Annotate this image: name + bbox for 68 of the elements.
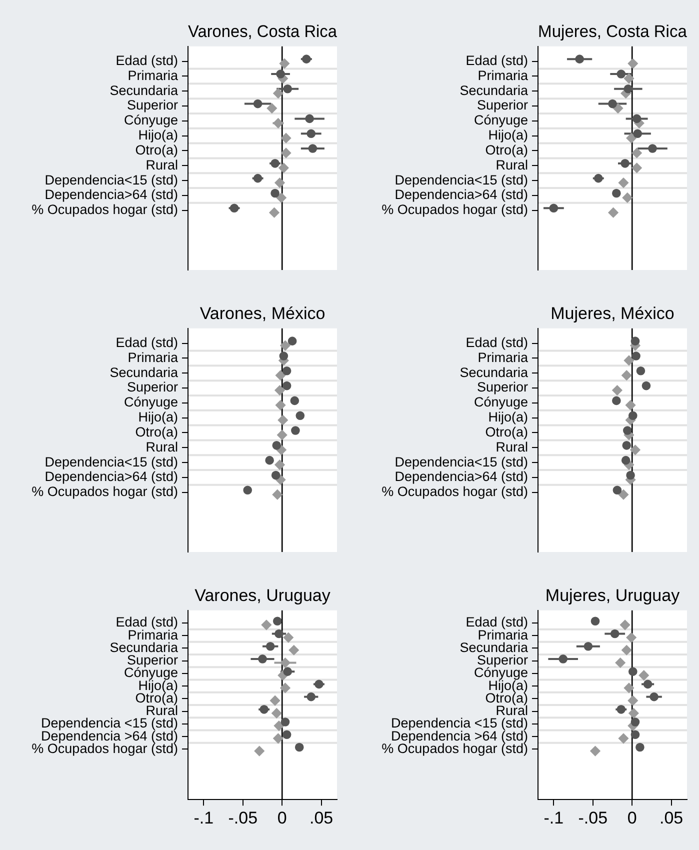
y-tick-label: Secundaria <box>460 364 528 380</box>
y-tick-label: Superior <box>476 652 528 668</box>
y-tick-label: Secundaria <box>110 640 178 655</box>
y-tick-label: Edad (std) <box>466 335 528 350</box>
y-tick-label: Cónyuge <box>124 394 178 410</box>
y-tick-label: Superior <box>126 652 178 668</box>
y-tick-label: Otro(a) <box>485 424 528 440</box>
x-tick-label: -.1 <box>194 808 214 828</box>
y-tick-label: Rural <box>146 157 178 172</box>
y-tick-label: Cónyuge <box>474 665 528 680</box>
y-tick-label: Dependencia <15 (std) <box>391 716 528 731</box>
x-tick-label: 0 <box>277 808 287 828</box>
y-tick-label: Hijo(a) <box>488 410 528 425</box>
y-tick-label: Superior <box>126 380 178 395</box>
y-tick-label: Dependencia <15 (std) <box>41 716 178 731</box>
y-tick-label: Cónyuge <box>474 112 528 128</box>
y-tick-label: Otro(a) <box>135 142 178 158</box>
y-tick-label: Dependencia>64 (std) <box>394 187 528 202</box>
y-tick-label: Secundaria <box>460 82 528 98</box>
y-tick-label: Edad (std) <box>116 614 178 630</box>
y-tick-label: Superior <box>126 98 178 113</box>
y-tick-label: Cónyuge <box>474 394 528 410</box>
x-tick-label: -.1 <box>544 808 564 828</box>
y-tick-label: % Ocupados hogar (std) <box>32 484 178 500</box>
y-tick-label: Otro(a) <box>485 142 528 158</box>
y-tick-label: Rural <box>496 439 528 454</box>
y-tick-label: Dependencia>64 (std) <box>394 469 528 484</box>
y-tick-label: Primaria <box>478 68 528 83</box>
y-tick-label: Dependencia<15 (std) <box>44 172 178 188</box>
chart-title: Varones, Uruguay <box>194 586 331 605</box>
chart-title: Varones, Costa Rica <box>188 22 338 41</box>
chart-title: Mujeres, Costa Rica <box>538 22 688 41</box>
x-tick-label: .05 <box>309 808 334 828</box>
chart-title: Mujeres, Uruguay <box>545 586 680 605</box>
chart-title: Mujeres, México <box>550 304 674 323</box>
y-tick-label: Hijo(a) <box>138 410 178 425</box>
y-tick-label: % Ocupados hogar (std) <box>382 484 528 500</box>
y-tick-label: Superior <box>476 380 528 395</box>
y-tick-label: % Ocupados hogar (std) <box>32 202 178 218</box>
x-tick-label: -.05 <box>228 808 258 828</box>
y-tick-label: Secundaria <box>110 364 178 380</box>
x-tick-label: 0 <box>627 808 637 828</box>
y-tick-label: Dependencia<15 (std) <box>44 454 178 470</box>
y-tick-label: Dependencia<15 (std) <box>394 172 528 188</box>
y-tick-label: Dependencia>64 (std) <box>44 469 178 484</box>
y-tick-label: % Ocupados hogar (std) <box>382 202 528 218</box>
y-tick-label: Cónyuge <box>124 112 178 128</box>
y-tick-label: Hijo(a) <box>138 128 178 143</box>
y-tick-label: Dependencia>64 (std) <box>44 187 178 202</box>
x-tick-label: .05 <box>659 808 684 828</box>
y-tick-label: Hijo(a) <box>488 128 528 143</box>
y-tick-label: Primaria <box>478 350 528 365</box>
y-tick-label: Superior <box>476 98 528 113</box>
y-tick-label: Cónyuge <box>124 665 178 680</box>
y-tick-label: Edad (std) <box>116 53 178 68</box>
x-tick-label: -.05 <box>578 808 608 828</box>
chart-title: Varones, México <box>200 304 326 323</box>
y-tick-label: Primaria <box>128 350 178 365</box>
y-tick-label: Primaria <box>128 68 178 83</box>
y-tick-label: Edad (std) <box>116 335 178 350</box>
y-tick-label: Dependencia<15 (std) <box>394 454 528 470</box>
y-tick-label: Rural <box>496 157 528 172</box>
y-tick-label: Rural <box>146 439 178 454</box>
y-tick-label: Otro(a) <box>135 424 178 440</box>
y-tick-label: Edad (std) <box>466 53 528 68</box>
y-tick-label: Secundaria <box>110 82 178 98</box>
y-tick-label: Secundaria <box>460 640 528 655</box>
y-tick-label: Edad (std) <box>466 614 528 630</box>
